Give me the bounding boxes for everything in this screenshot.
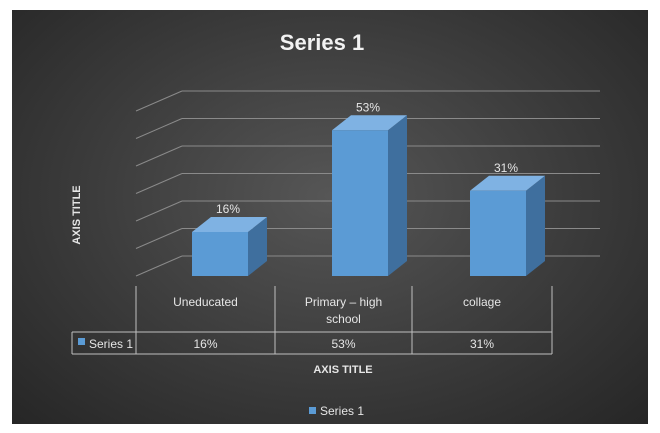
- data-label: 53%: [356, 100, 380, 114]
- y-axis-title: AXIS TITLE: [71, 185, 83, 244]
- side-wall-line: [135, 118, 183, 139]
- x-axis-title: AXIS TITLE: [313, 364, 372, 376]
- category-label: Primary – high school: [305, 295, 382, 326]
- chart-area: Series 1 16% 53% 31% Uneducated Primary – h…: [12, 10, 648, 424]
- table-legend-key: [78, 338, 85, 345]
- side-wall-line: [135, 90, 183, 112]
- data-label: 31%: [494, 161, 518, 175]
- bars: 16% 53% 31%: [192, 100, 545, 276]
- bar-top: [470, 175, 545, 191]
- table-value: 53%: [331, 337, 355, 351]
- table-row-header: Series 1: [89, 337, 133, 351]
- bar: [192, 232, 248, 276]
- bar-side: [526, 175, 545, 276]
- category-label: Uneducated: [173, 295, 238, 309]
- bar-top: [332, 115, 407, 131]
- side-wall-line: [135, 255, 183, 277]
- bar-side: [248, 217, 267, 276]
- side-wall-line: [135, 200, 183, 222]
- data-label: 16%: [216, 202, 240, 216]
- legend-label: Series 1: [320, 404, 364, 418]
- bar: [332, 130, 388, 276]
- side-wall-line: [135, 145, 183, 167]
- category-label: collage: [463, 295, 501, 309]
- legend: Series 1: [309, 404, 364, 418]
- side-wall-line: [135, 228, 183, 249]
- table-value: 16%: [193, 337, 217, 351]
- legend-key: [309, 407, 316, 414]
- table-value: 31%: [470, 337, 494, 351]
- chart-svg: Series 1 16% 53% 31% Uneducated Primary – h…: [71, 30, 600, 418]
- bar-side: [388, 115, 407, 276]
- bar-top: [192, 217, 267, 232]
- side-wall-line: [135, 173, 183, 194]
- chart-title: Series 1: [280, 30, 364, 55]
- data-table: Uneducated Primary – high school collage 16%…: [71, 286, 553, 355]
- bar: [470, 190, 526, 276]
